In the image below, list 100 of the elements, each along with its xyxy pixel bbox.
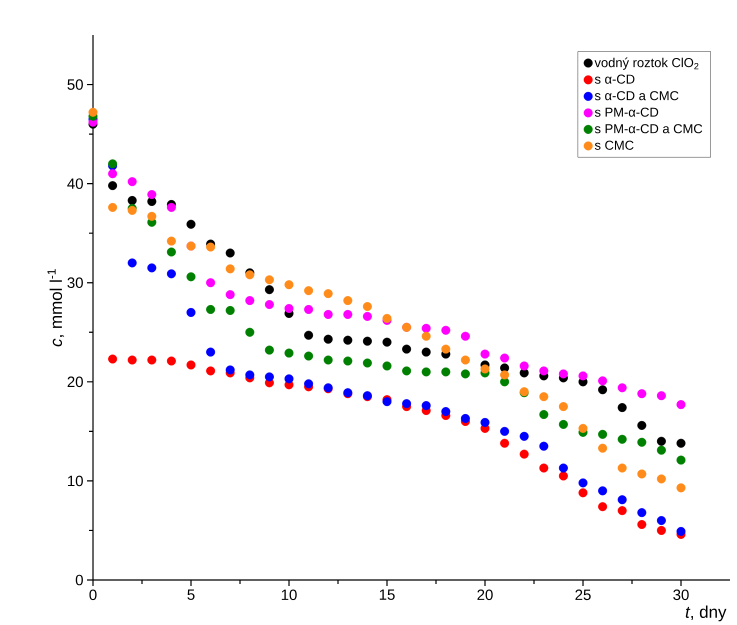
point — [245, 296, 254, 306]
point — [656, 526, 666, 536]
point — [166, 356, 176, 366]
point — [284, 374, 294, 384]
point — [343, 356, 352, 366]
point — [362, 336, 372, 346]
point — [206, 305, 216, 314]
point — [186, 360, 196, 370]
legend-label: s α-CD a CMC — [594, 91, 678, 100]
point — [520, 362, 529, 371]
point — [656, 516, 666, 526]
x-tick-label: 20 — [477, 590, 493, 600]
point — [598, 444, 608, 453]
point — [500, 354, 510, 363]
point — [558, 472, 568, 481]
point — [558, 402, 568, 412]
point — [166, 236, 176, 246]
point — [264, 285, 274, 294]
point — [108, 181, 118, 190]
point — [226, 306, 235, 316]
point — [343, 310, 352, 320]
point — [324, 356, 333, 365]
point — [362, 312, 372, 322]
point — [598, 376, 608, 386]
point — [186, 308, 196, 318]
point — [304, 379, 314, 388]
point — [304, 305, 314, 314]
point — [676, 484, 686, 493]
point — [618, 495, 627, 504]
x-axis-title: t, dny — [686, 606, 726, 622]
point — [88, 108, 98, 117]
point — [186, 272, 196, 282]
point — [558, 370, 568, 379]
point — [637, 508, 646, 518]
point — [441, 368, 450, 377]
legend-label: s CMC — [594, 140, 634, 150]
point — [598, 385, 608, 394]
point — [422, 368, 431, 377]
point — [402, 344, 412, 354]
point — [637, 421, 646, 430]
y-tick-label: 20 — [68, 376, 83, 388]
point — [402, 366, 412, 376]
legend-label: s α-CD — [594, 74, 634, 84]
point — [324, 334, 333, 344]
point — [128, 258, 137, 268]
point — [382, 362, 392, 371]
x-tick-label: 0 — [89, 590, 97, 600]
point — [500, 427, 510, 436]
point — [558, 420, 568, 430]
point — [226, 248, 235, 258]
point — [676, 400, 686, 410]
point — [304, 330, 314, 340]
point — [618, 403, 627, 412]
point — [108, 354, 118, 364]
x-tick-label: 25 — [575, 590, 591, 600]
point — [500, 370, 510, 380]
point — [480, 350, 490, 359]
point — [362, 302, 372, 312]
point — [460, 370, 470, 379]
point — [656, 436, 666, 446]
point — [206, 278, 216, 288]
point — [558, 464, 568, 473]
point — [166, 269, 176, 278]
point — [128, 356, 137, 365]
point — [539, 366, 548, 376]
point — [578, 488, 588, 498]
point — [166, 248, 176, 257]
point — [656, 391, 666, 400]
point — [304, 352, 314, 361]
point — [441, 344, 450, 354]
point — [147, 212, 156, 222]
point — [245, 328, 254, 337]
point — [108, 203, 118, 212]
point — [598, 430, 608, 440]
point — [264, 300, 274, 310]
point — [284, 304, 294, 314]
point — [245, 370, 254, 380]
point — [343, 296, 352, 306]
point — [500, 438, 510, 448]
point — [618, 434, 627, 444]
point — [480, 418, 490, 428]
legend-label: vodný roztok ClO$_{2}$ — [594, 58, 698, 70]
point — [637, 470, 646, 479]
point — [422, 332, 431, 341]
point — [618, 506, 627, 516]
point — [539, 464, 548, 473]
point — [637, 520, 646, 530]
x-tick-label: 5 — [187, 590, 195, 600]
point — [362, 358, 372, 368]
point — [460, 332, 470, 341]
point — [128, 196, 137, 206]
point — [226, 264, 235, 274]
point — [578, 478, 588, 488]
point — [304, 286, 314, 296]
point — [520, 450, 529, 459]
point — [206, 348, 216, 357]
point — [520, 432, 529, 442]
point — [618, 383, 627, 392]
point — [422, 401, 431, 410]
point — [676, 438, 686, 448]
